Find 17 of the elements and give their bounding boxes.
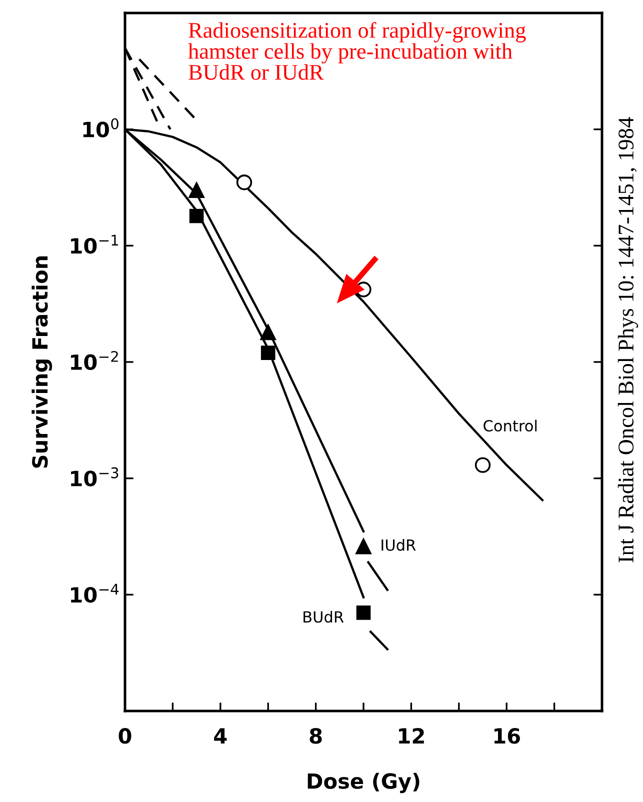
- y-tick-label: 10$^{−4}$: [71, 584, 119, 603]
- y-tick-label: 10$^{−2}$: [71, 350, 118, 370]
- y-tick-label: 10$^{0}$: [83, 118, 118, 138]
- x-tick-label: 12: [399, 728, 424, 744]
- series-label: IUdR: [382, 539, 416, 551]
- y-axis-title: Surviving Fraction: [32, 256, 52, 468]
- series-label: Control: [484, 420, 537, 432]
- series-label: BUdR: [304, 610, 344, 623]
- x-tick-label: 0: [118, 728, 132, 744]
- x-axis-title: Dose (Gy): [308, 772, 420, 794]
- y-tick-label: 10$^{−1}$: [71, 234, 118, 254]
- y-tick-label: 10$^{−3}$: [71, 467, 118, 486]
- x-tick-label: 4: [214, 728, 227, 744]
- annotation: Radiosensitization of rapidly-growing hamster cells by pre-incubation with BUdR or IUdR: [188, 22, 526, 80]
- x-tick-label: 8: [310, 728, 322, 744]
- x-tick-label: 16: [494, 728, 520, 744]
- text: Int J Radiat Oncol Biol Phys 10: 1447-1451, 1984: [618, 117, 638, 562]
